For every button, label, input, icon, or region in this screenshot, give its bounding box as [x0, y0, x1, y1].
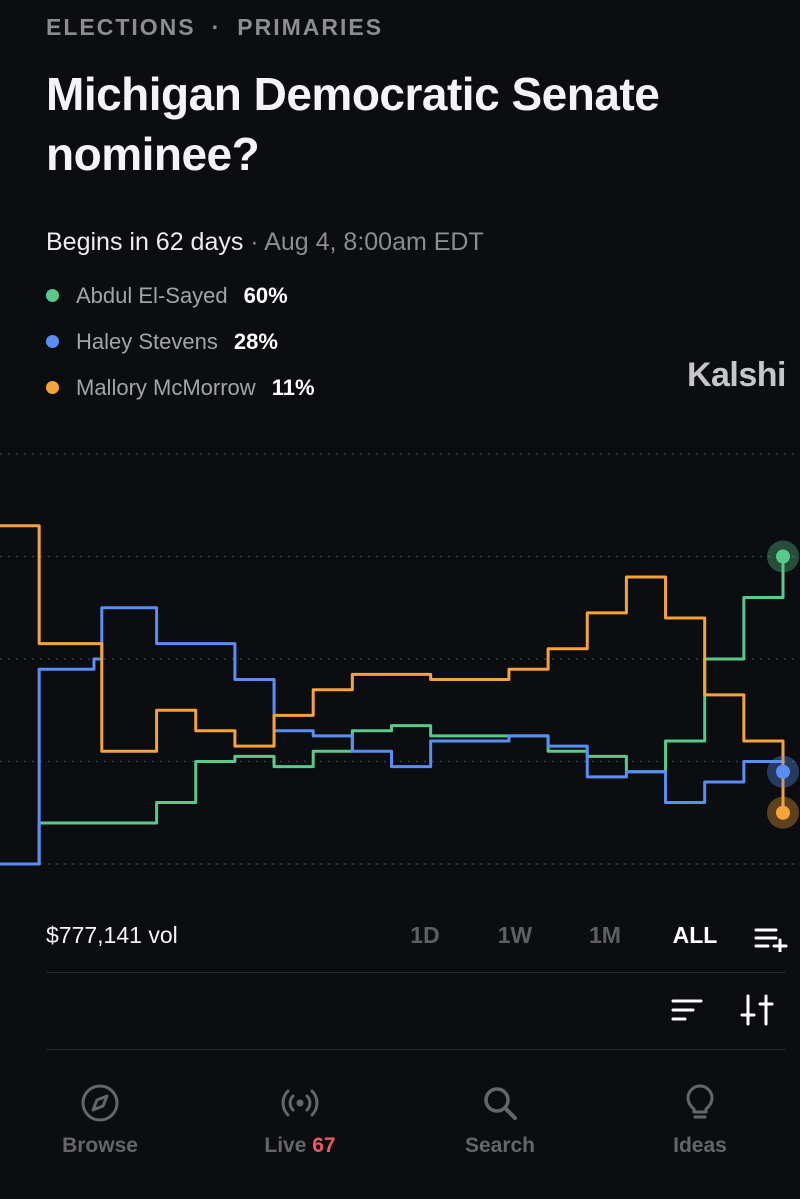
series-line-2 — [0, 524, 785, 813]
breadcrumb-subcategory[interactable]: PRIMARIES — [237, 14, 384, 40]
list-add-icon[interactable] — [754, 926, 788, 952]
begins-countdown: Begins in 62 days — [46, 228, 244, 256]
live-count-badge: 67 — [312, 1134, 336, 1157]
sort-icon[interactable] — [670, 996, 704, 1024]
legend-name: Haley Stevens — [76, 328, 218, 354]
search-icon — [484, 1087, 517, 1120]
tab-search[interactable]: Search — [400, 1078, 600, 1178]
legend-name: Abdul El-Sayed — [76, 282, 228, 308]
legend-item-mcmorrow[interactable]: Mallory McMorrow 11% — [46, 374, 315, 401]
begins-date: Aug 4, 8:00am EDT — [264, 228, 484, 256]
price-chart[interactable] — [0, 430, 800, 880]
breadcrumb-category[interactable]: ELECTIONS — [46, 14, 196, 40]
bottom-tab-bar: Browse Live 67 Search Ideas — [0, 1078, 800, 1178]
range-all[interactable]: ALL — [672, 922, 718, 948]
broadcast-icon — [281, 1089, 319, 1117]
tab-live[interactable]: Live 67 — [200, 1078, 400, 1178]
tab-label: Search — [464, 1134, 536, 1157]
kalshi-logo: Kalshi — [686, 356, 787, 394]
breadcrumb-separator: · — [211, 14, 222, 40]
legend-dot — [46, 335, 59, 348]
endpoint-dot-0 — [776, 549, 790, 564]
begins-separator: · — [243, 228, 265, 256]
market-title: Michigan Democratic Senate nominee? — [46, 68, 660, 180]
legend-item-stevens[interactable]: Haley Stevens 28% — [46, 328, 315, 355]
compass-icon — [81, 1084, 119, 1122]
divider — [46, 1049, 786, 1050]
tab-label: Live 67 — [264, 1134, 335, 1158]
legend-item-el-sayed[interactable]: Abdul El-Sayed 60% — [46, 282, 315, 309]
lightbulb-icon — [686, 1084, 714, 1119]
breadcrumb: ELECTIONS · PRIMARIES — [46, 14, 383, 41]
endpoint-dot-1 — [776, 764, 790, 779]
legend-dot — [46, 289, 59, 302]
range-1w[interactable]: 1W — [497, 922, 533, 948]
range-1d[interactable]: 1D — [410, 922, 440, 948]
legend-name: Mallory McMorrow — [76, 374, 256, 400]
series-line-0 — [0, 556, 785, 866]
tab-browse[interactable]: Browse — [0, 1078, 200, 1178]
begins-info: Begins in 62 days · Aug 4, 8:00am EDT — [46, 228, 484, 257]
legend-dot — [46, 381, 59, 394]
tab-label: Ideas — [673, 1134, 727, 1157]
legend-pct: 28% — [233, 328, 278, 354]
tab-label: Browse — [62, 1134, 138, 1157]
tab-ideas[interactable]: Ideas — [600, 1078, 800, 1178]
filter-sliders-icon[interactable] — [740, 993, 774, 1027]
divider — [46, 972, 786, 973]
tab-live-label: Live — [264, 1134, 307, 1157]
range-1m[interactable]: 1M — [589, 922, 621, 948]
series-line-1 — [0, 606, 785, 866]
chart-legend: Abdul El-Sayed 60% Haley Stevens 28% Mal… — [46, 282, 315, 401]
endpoint-dot-2 — [776, 805, 790, 820]
range-selector: 1D 1W 1M ALL — [380, 922, 740, 949]
legend-pct: 60% — [243, 282, 288, 308]
legend-pct: 11% — [271, 374, 315, 400]
volume-label: $777,141 vol — [46, 922, 178, 948]
